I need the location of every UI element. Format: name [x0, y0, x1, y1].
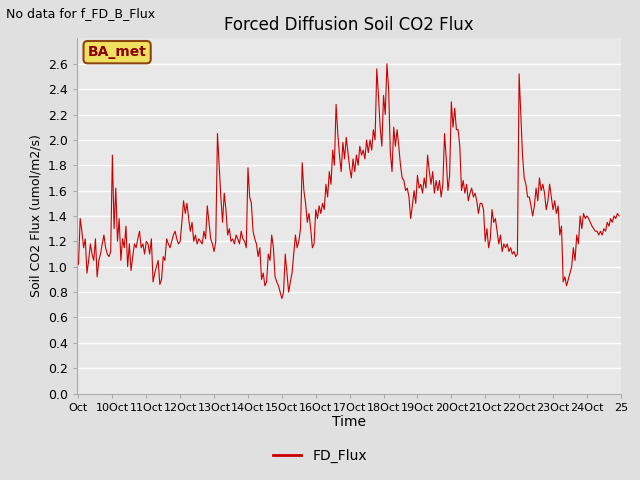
Title: Forced Diffusion Soil CO2 Flux: Forced Diffusion Soil CO2 Flux: [224, 16, 474, 34]
Text: BA_met: BA_met: [88, 45, 147, 59]
Y-axis label: Soil CO2 Flux (umol/m2/s): Soil CO2 Flux (umol/m2/s): [29, 134, 42, 298]
X-axis label: Time: Time: [332, 415, 366, 430]
Text: No data for f_FD_B_Flux: No data for f_FD_B_Flux: [6, 7, 156, 20]
Legend: FD_Flux: FD_Flux: [268, 443, 372, 468]
